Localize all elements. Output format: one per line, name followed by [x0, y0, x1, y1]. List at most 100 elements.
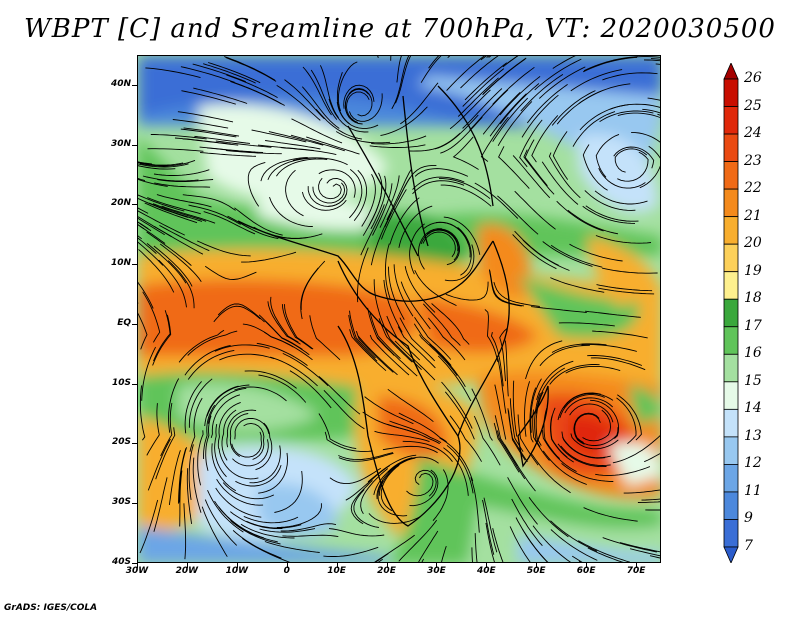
streamline: [263, 331, 313, 361]
streamline: [535, 391, 544, 446]
streamline: [187, 349, 235, 380]
lon-tick-label: 40E: [476, 566, 496, 576]
streamline: [276, 85, 321, 121]
streamline: [499, 328, 508, 382]
streamline: [558, 322, 615, 327]
streamline: [360, 204, 385, 256]
streamline: [338, 452, 394, 461]
streamline: [414, 269, 457, 307]
lat-tick-label: EQ: [117, 317, 131, 328]
streamline: [498, 146, 530, 189]
streamline: [377, 480, 408, 517]
streamline: [489, 93, 527, 137]
map-panel: [137, 55, 661, 563]
streamline: [502, 56, 519, 68]
streamline: [138, 249, 175, 293]
streamline: [512, 234, 557, 270]
streamline: [641, 498, 660, 501]
streamline: [368, 513, 422, 524]
colorbar-segment: [723, 519, 739, 548]
colorbar-tick-label: 12: [744, 455, 762, 472]
lon-tick-label: 50E: [526, 566, 546, 576]
streamline: [379, 175, 400, 228]
streamline: [204, 499, 238, 546]
streamline: [138, 241, 164, 266]
streamline: [146, 231, 192, 266]
streamline: [414, 316, 452, 360]
colorbar-segment: [723, 216, 739, 245]
streamline: [264, 541, 320, 553]
streamline: [153, 245, 193, 287]
streamline: [186, 468, 193, 524]
streamline: [595, 235, 652, 244]
streamline: [384, 176, 411, 228]
streamline: [572, 111, 616, 147]
streamline: [445, 281, 489, 301]
streamline: [374, 430, 430, 443]
streamline: [284, 304, 314, 350]
streamline: [226, 409, 257, 448]
colorbar-tick-label: 21: [744, 207, 762, 224]
streamline: [210, 394, 241, 439]
streamline: [542, 430, 577, 472]
streamline: [460, 56, 499, 89]
streamline: [582, 409, 611, 442]
streamline: [514, 190, 556, 230]
streamline: [550, 407, 568, 458]
streamline: [192, 457, 202, 513]
streamline: [581, 344, 637, 352]
streamline: [409, 469, 439, 507]
streamline: [486, 56, 490, 58]
streamline: [387, 423, 440, 445]
streamline: [146, 243, 187, 284]
streamline: [224, 56, 276, 81]
streamline: [480, 56, 487, 61]
map-canvas: [138, 56, 660, 562]
streamline: [161, 205, 216, 224]
streamline: [462, 68, 505, 107]
lon-tick-label: 10E: [327, 566, 346, 576]
colorbar-tick-label: 14: [744, 400, 762, 417]
streamline: [444, 391, 475, 440]
chart-title: WBPT [C] and Sreamline at 700hPa, VT: 20…: [24, 14, 776, 44]
streamline: [206, 384, 250, 417]
streamline: [256, 342, 308, 366]
streamlines: [138, 56, 660, 562]
streamline: [230, 520, 281, 545]
streamline: [269, 196, 313, 227]
streamline: [167, 260, 195, 309]
streamline: [493, 281, 540, 307]
streamline: [240, 523, 295, 539]
streamline: [147, 438, 171, 491]
credit-text: GrADS: IGES/COLA: [4, 603, 98, 613]
streamline: [590, 399, 620, 439]
streamline: [550, 529, 598, 561]
streamline: [647, 97, 660, 101]
streamline: [307, 186, 348, 207]
lat-tick-label: 40S: [111, 557, 131, 567]
streamline: [631, 132, 660, 143]
streamline: [444, 244, 475, 282]
streamline: [650, 58, 660, 60]
streamline: [639, 145, 660, 189]
streamline: [387, 388, 434, 423]
colorbar-segment: [723, 243, 739, 273]
streamline: [369, 144, 426, 148]
streamline: [556, 200, 604, 232]
streamline: [483, 497, 498, 553]
streamline: [180, 66, 235, 83]
streamline: [587, 355, 643, 366]
streamline: [155, 427, 176, 480]
streamline: [217, 401, 241, 449]
streamline: [336, 101, 379, 129]
colorbar-tick-label: 15: [744, 372, 762, 389]
lat-tick-mark: [132, 84, 137, 86]
streamline: [429, 343, 466, 388]
streamline: [367, 454, 417, 483]
streamline: [258, 452, 288, 494]
streamline: [153, 169, 210, 176]
streamline: [530, 453, 571, 494]
streamline: [281, 304, 313, 350]
streamline: [372, 183, 393, 236]
lat-tick-label: 10S: [111, 377, 131, 388]
